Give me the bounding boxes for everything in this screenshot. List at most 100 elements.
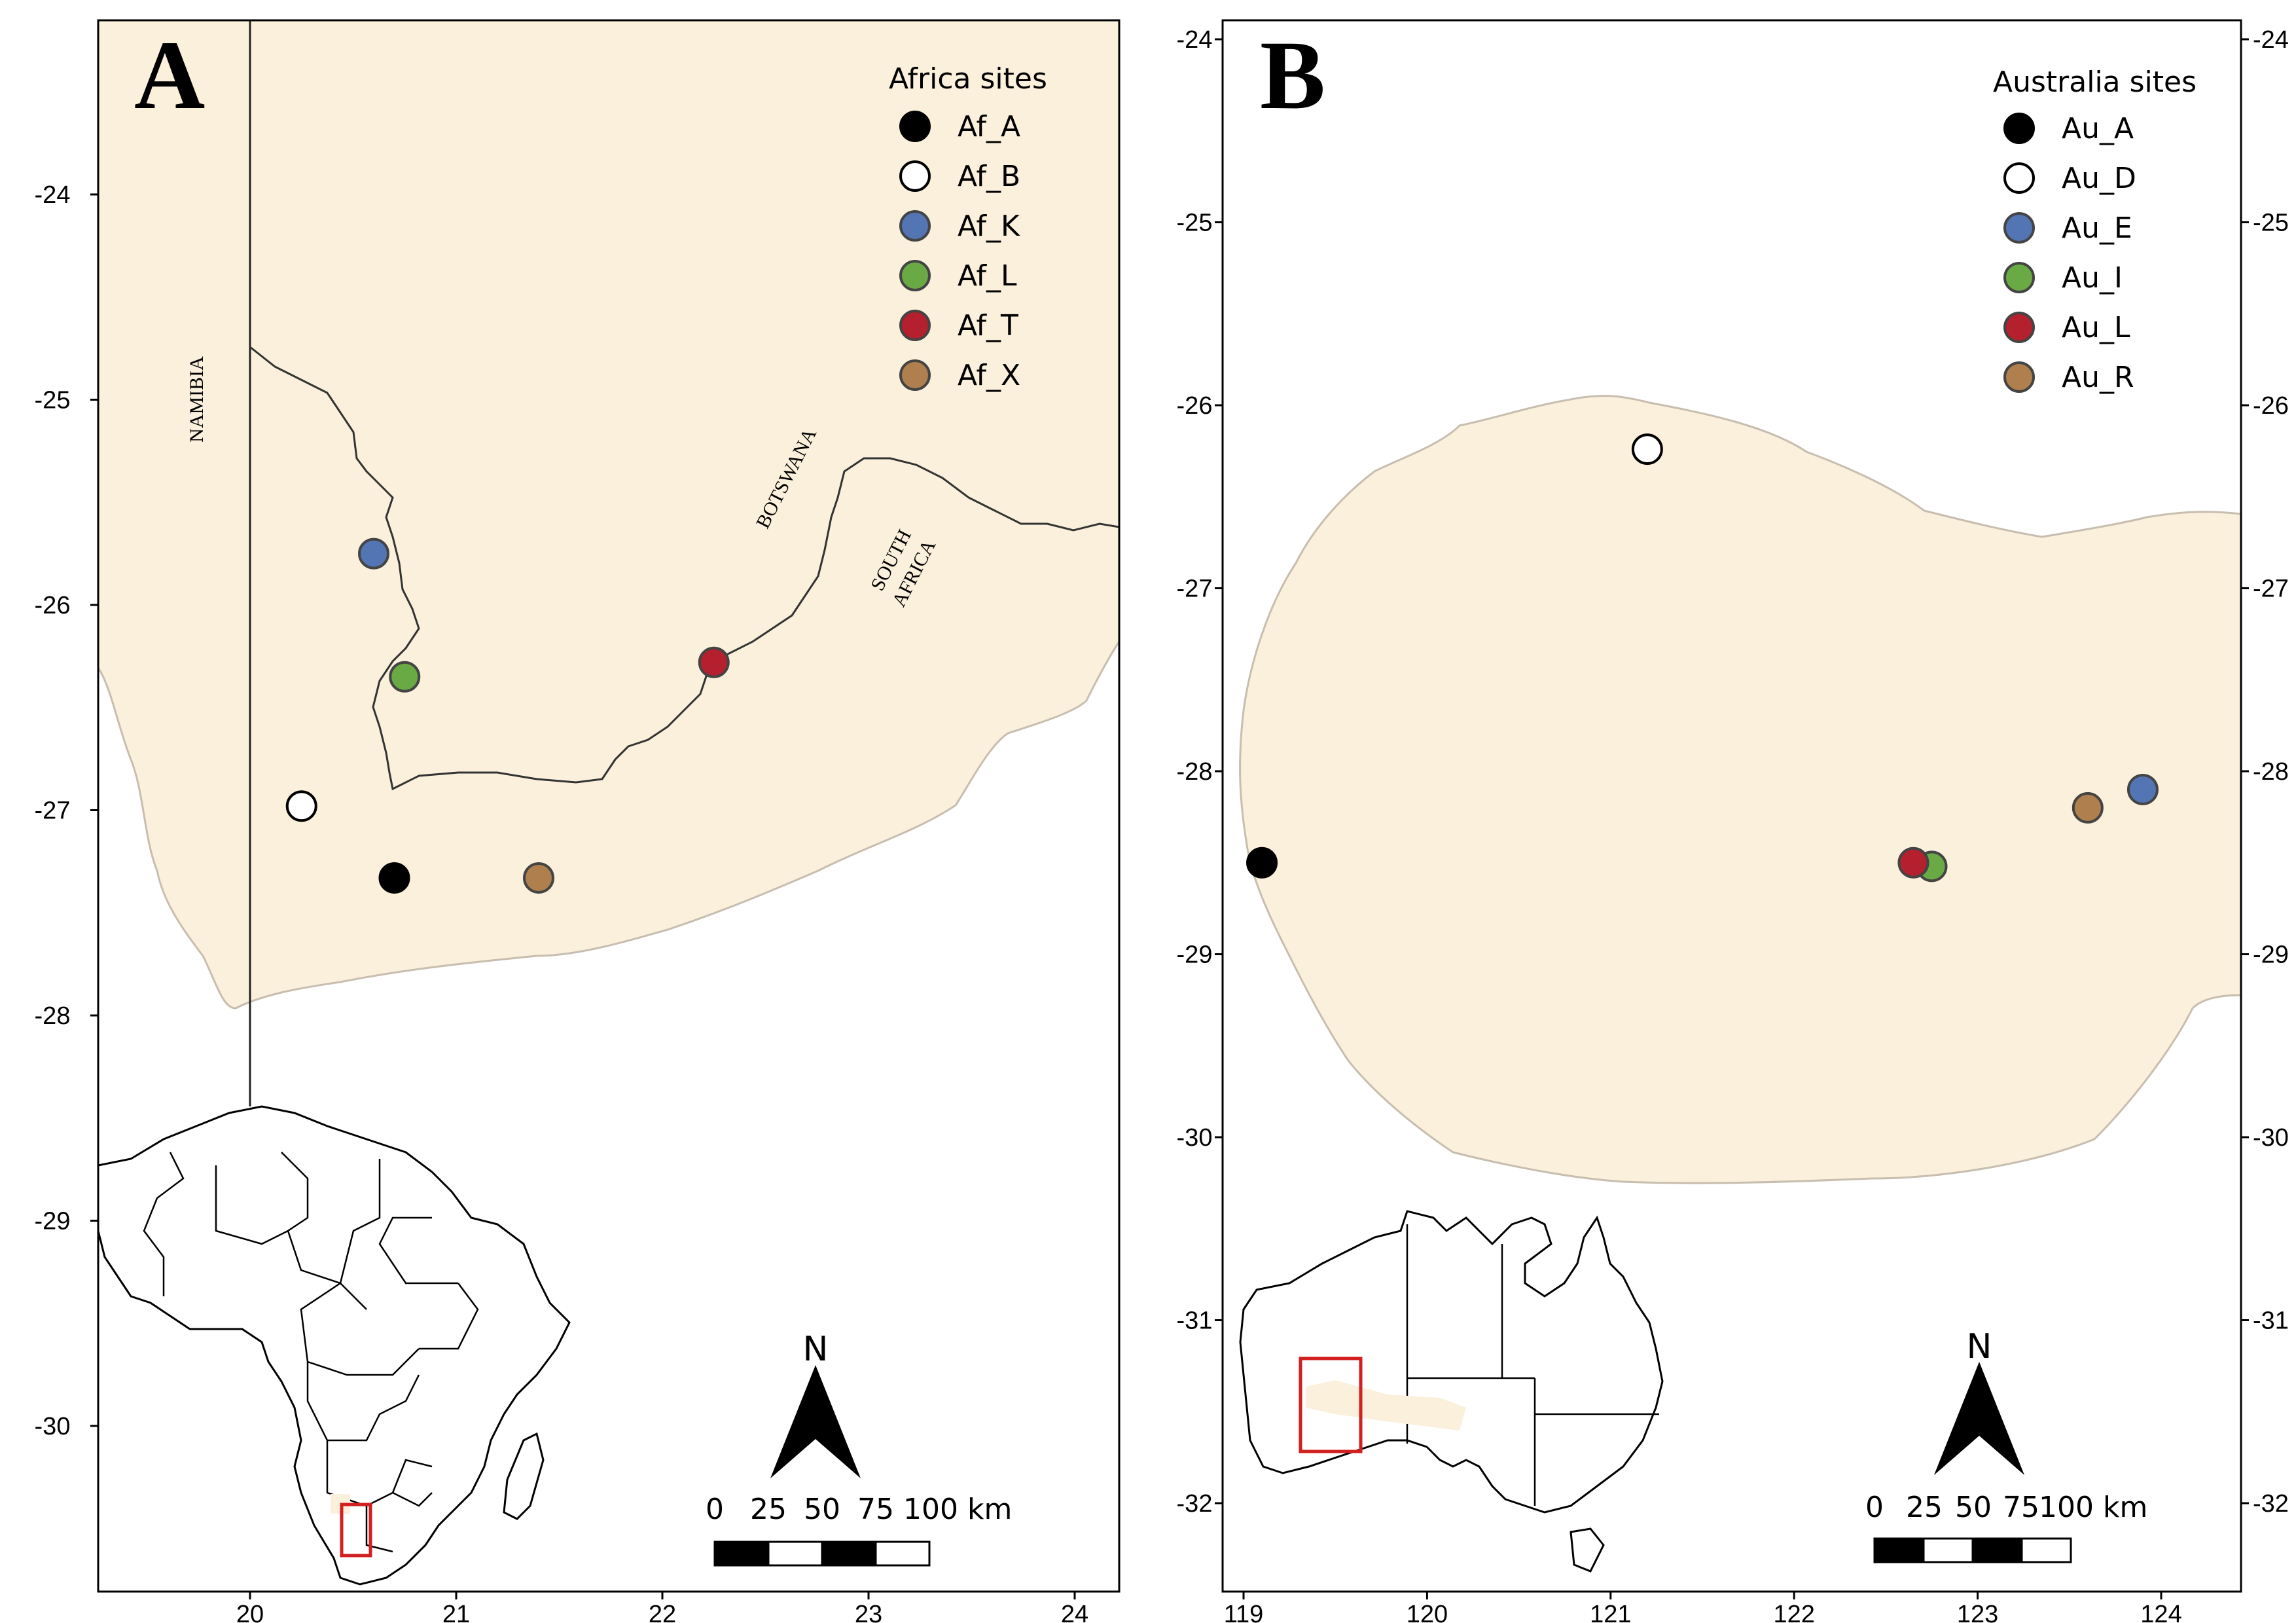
y-tick-label-right: -32 (2253, 1490, 2289, 1518)
y-tick-label-left: -24 (1177, 26, 1213, 54)
site-marker-af-t (698, 646, 730, 678)
y-tick-label-left: -31 (1177, 1307, 1213, 1335)
y-tick-label-right: -31 (2253, 1307, 2289, 1335)
north-arrow-a: N (770, 1330, 861, 1478)
legend-label-au-a: Au_A (2062, 112, 2134, 145)
y-tick-label: -27 (35, 797, 71, 825)
site-marker-au-l (1897, 847, 1929, 879)
legend-marker-au-d (2003, 162, 2035, 194)
australia-outline (1239, 1210, 1664, 1514)
legend-marker-af-x (899, 359, 931, 391)
legend-label-au-d: Au_D (2062, 162, 2136, 195)
madagascar (503, 1432, 545, 1520)
legend-label-af-a: Af_A (958, 110, 1020, 143)
x-tick-label: 120 (1407, 1601, 1448, 1623)
australia-land-highlight (1306, 1380, 1466, 1431)
scale-b-50: 50 (1955, 1491, 1992, 1524)
scale-bar-a: 0 25 50 75 100 km (706, 1493, 1012, 1567)
y-tick-label-left: -30 (1177, 1124, 1213, 1152)
scale-a-0: 0 (706, 1493, 724, 1526)
australia-inset (1239, 1210, 1664, 1573)
y-tick-label-left: -27 (1177, 575, 1213, 603)
legend-title-b: Australia sites (1993, 65, 2197, 99)
scale-a-100: 100 km (903, 1493, 1012, 1526)
legend-b: Au_A Au_D Au_E Au_I Au_L Au_R (2003, 112, 2136, 394)
scale-b-75: 75 (2003, 1491, 2039, 1524)
panel-a-letter: A (134, 21, 205, 130)
legend-marker-af-a (899, 111, 931, 142)
legend-label-af-t: Af_T (958, 309, 1018, 342)
north-label-a: N (803, 1330, 829, 1369)
africa-country-lines (143, 1152, 479, 1553)
y-tick-label-left: -32 (1177, 1490, 1213, 1518)
x-tick-label: 24 (1061, 1601, 1088, 1623)
north-arrow-b: N (1934, 1327, 2024, 1475)
y-tick-label-right: -26 (2253, 392, 2289, 420)
x-tick-label: 119 (1224, 1601, 1264, 1623)
legend-marker-au-l (2003, 312, 2035, 343)
scale-b-seg4 (2020, 1537, 2072, 1563)
y-tick-label-right: -30 (2253, 1124, 2289, 1152)
legend-label-au-l: Au_L (2062, 311, 2130, 344)
scale-a-seg4 (874, 1541, 931, 1567)
legend-marker-af-k (899, 210, 931, 242)
label-namibia: NAMIBIA (186, 356, 207, 443)
site-marker-af-k (358, 538, 389, 570)
scale-a-seg2 (767, 1541, 823, 1567)
panel-a-axis-ticks: 20 21 22 23 24 -24 -25 -26 -27 -28 -29 -30 (35, 181, 1089, 1623)
southern-africa-land (98, 20, 1119, 1010)
legend-marker-af-b (899, 160, 931, 192)
scale-b-seg3 (1971, 1537, 2023, 1563)
australia-inset-box (1299, 1357, 1363, 1453)
site-marker-af-l (389, 661, 421, 693)
legend-marker-af-l (899, 260, 931, 291)
x-tick-label: 23 (855, 1601, 882, 1623)
site-marker-au-e (2126, 773, 2159, 805)
sites-panel-b (1246, 433, 2159, 883)
legend-marker-af-t (899, 310, 931, 341)
x-tick-label: 124 (2140, 1601, 2181, 1623)
panel-a-frame (97, 19, 1121, 1593)
africa-inset (98, 1105, 571, 1586)
x-tick-label: 22 (649, 1601, 676, 1623)
australia-state-lines (1406, 1224, 1659, 1506)
scale-b-100: 100 km (2039, 1491, 2147, 1524)
x-tick-label: 20 (236, 1601, 264, 1623)
y-tick-label-right: -25 (2253, 210, 2289, 237)
x-tick-label: 21 (442, 1601, 470, 1623)
site-marker-au-r (2072, 792, 2104, 824)
site-marker-au-a (1246, 847, 1278, 879)
site-marker-af-b (285, 790, 317, 822)
x-tick-label: 122 (1773, 1601, 1814, 1623)
legend-marker-au-i (2003, 262, 2035, 293)
australia-region-land (1239, 395, 2241, 1184)
legend-label-af-x: Af_X (958, 359, 1020, 392)
north-arrow-icon (1934, 1362, 2024, 1475)
africa-inset-box (340, 1503, 372, 1558)
legend-title-a: Africa sites (889, 62, 1047, 96)
scale-a-seg1 (713, 1541, 770, 1567)
legend-label-af-l: Af_L (958, 259, 1017, 293)
scale-b-seg2 (1922, 1537, 1974, 1563)
panel-b: 119 120 121 122 123 124 -24 -24 -25 -25 -26 -26 -27 -… (1177, 19, 2289, 1623)
y-tick-label-right: -27 (2253, 575, 2289, 603)
y-tick-label-left: -29 (1177, 941, 1213, 969)
y-tick-label-right: -28 (2253, 758, 2289, 786)
y-tick-label: -24 (35, 181, 71, 209)
y-tick-label: -26 (35, 592, 71, 619)
y-tick-label-right: -24 (2253, 26, 2289, 54)
legend-marker-au-a (2003, 113, 2035, 144)
scale-b-0: 0 (1865, 1491, 1884, 1524)
y-tick-label: -28 (35, 1002, 71, 1030)
scale-a-50: 50 (804, 1493, 840, 1526)
y-tick-label: -30 (35, 1413, 71, 1440)
scale-a-75: 75 (857, 1493, 894, 1526)
legend-label-au-i: Au_I (2062, 261, 2123, 295)
panel-b-letter: B (1260, 21, 1325, 130)
north-arrow-icon (770, 1365, 861, 1478)
tasmania (1570, 1527, 1605, 1573)
scale-a-25: 25 (750, 1493, 787, 1526)
sites-panel-a (285, 538, 730, 894)
y-tick-label-left: -25 (1177, 210, 1213, 237)
